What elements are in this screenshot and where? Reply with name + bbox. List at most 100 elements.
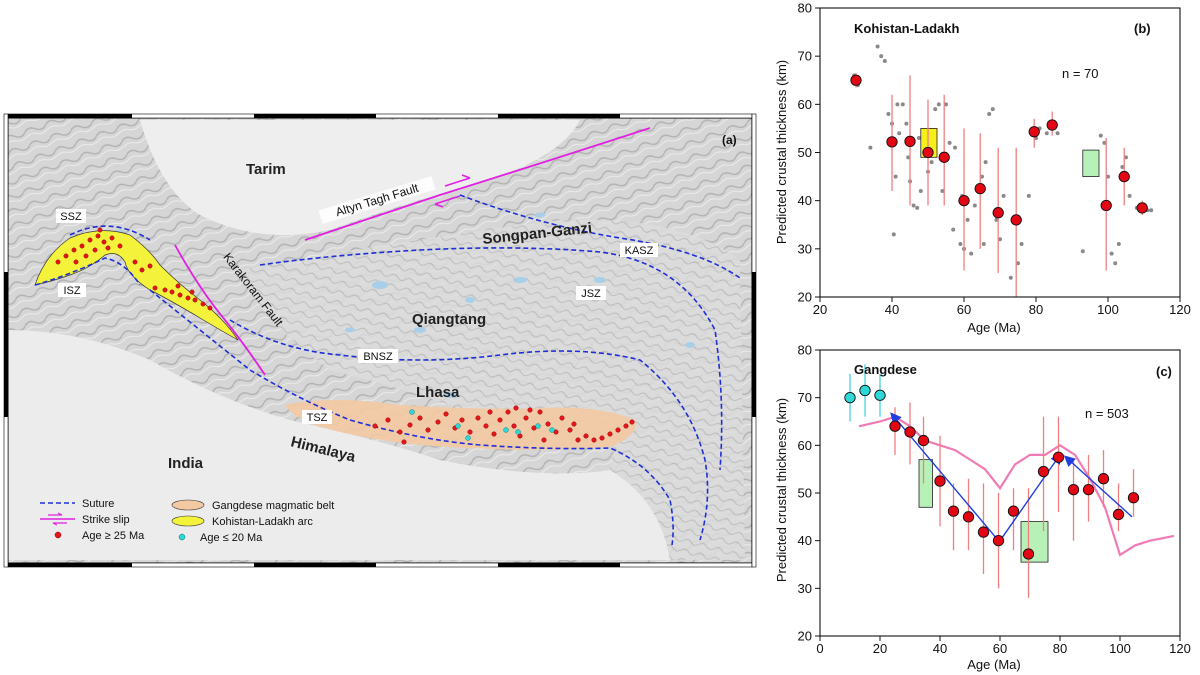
x-tick-label: 20 bbox=[813, 302, 827, 317]
x-tick-label: 0 bbox=[816, 641, 823, 656]
mean-point bbox=[938, 151, 950, 163]
y-tick-label: 80 bbox=[798, 1, 812, 16]
panel-label-a: (a) bbox=[722, 133, 737, 147]
y-tick-label: 20 bbox=[798, 629, 812, 644]
tibet-map: Tarim Songpan-Ganzi Qiangtang Lhasa Indi… bbox=[3, 113, 757, 568]
mean-point bbox=[1127, 492, 1140, 504]
x-tick-label: 120 bbox=[1169, 641, 1191, 656]
trend-arrow bbox=[999, 452, 1062, 542]
label-india: India bbox=[168, 455, 204, 472]
mean-point bbox=[1022, 548, 1035, 560]
plot-area-c: 0 20 40 60 80 100 120 20 30 40 50 60 70 80 bbox=[798, 343, 1191, 657]
mean-point bbox=[992, 207, 1004, 219]
sample-point bbox=[951, 227, 956, 232]
isz-suture bbox=[34, 257, 141, 286]
sample-point bbox=[915, 205, 920, 210]
label-lhasa: Lhasa bbox=[416, 384, 460, 401]
strike-slip-faults bbox=[174, 127, 651, 376]
sample-point bbox=[906, 155, 911, 160]
sample-point bbox=[969, 251, 974, 256]
mean-point bbox=[1082, 484, 1095, 496]
sample-point bbox=[933, 107, 938, 112]
sample-point bbox=[1106, 174, 1110, 179]
sample-point bbox=[1055, 131, 1060, 136]
y-tick-label: 70 bbox=[798, 390, 812, 405]
sample-point bbox=[1080, 249, 1085, 254]
svg-text:BNSZ: BNSZ bbox=[363, 351, 393, 363]
sample-point bbox=[868, 145, 873, 150]
range-box bbox=[918, 459, 933, 508]
y-tick-label: 40 bbox=[798, 533, 812, 548]
sample-point bbox=[1109, 251, 1114, 256]
svg-text:KASZ: KASZ bbox=[625, 245, 654, 257]
sample-point bbox=[1026, 193, 1031, 198]
india-plain bbox=[8, 330, 670, 560]
sample-point bbox=[879, 54, 884, 59]
sample-point bbox=[940, 189, 945, 194]
sample-point bbox=[936, 102, 941, 107]
chart-kohistan-ladakh: 20 40 60 80 100 120 20 30 40 50 60 70 80 Kohistan-La… bbox=[774, 1, 1191, 336]
y-tick-label: 30 bbox=[798, 241, 812, 256]
sample-point bbox=[1098, 133, 1103, 138]
sample-point bbox=[983, 160, 988, 165]
kasz-suture bbox=[459, 194, 741, 279]
mean-point bbox=[934, 475, 946, 487]
label-tarim: Tarim bbox=[246, 161, 286, 178]
mean-point bbox=[922, 146, 934, 159]
sample-point bbox=[1127, 193, 1132, 198]
mean-point bbox=[1118, 170, 1130, 183]
y-tick-label: 50 bbox=[798, 145, 812, 160]
legend-young-age-label: Age ≤ 20 Ma bbox=[200, 532, 263, 544]
mean-point bbox=[1067, 484, 1080, 496]
chart-b-panel-label: (b) bbox=[1134, 21, 1151, 36]
x-tick-label: 80 bbox=[1029, 302, 1043, 317]
mean-point bbox=[1037, 465, 1050, 478]
tarim-basin bbox=[140, 120, 580, 235]
mean-point bbox=[889, 420, 901, 432]
sample-point bbox=[1120, 164, 1125, 169]
mean-point bbox=[992, 535, 1005, 547]
y-tick-label: 40 bbox=[798, 193, 812, 208]
sample-point bbox=[1008, 275, 1013, 280]
y-tick-label: 60 bbox=[798, 438, 812, 453]
legend-kohistan-label: Kohistan-Ladakh arc bbox=[212, 516, 313, 528]
chart-c-xlabel: Age (Ma) bbox=[967, 657, 1020, 672]
x-tick-label: 120 bbox=[1169, 302, 1191, 317]
sample-point bbox=[911, 203, 916, 208]
mean-point bbox=[1028, 126, 1040, 138]
sample-point bbox=[893, 174, 898, 179]
plot-area-b: 20 40 60 80 100 120 20 30 40 50 60 70 80 bbox=[798, 1, 1191, 318]
jsz-suture bbox=[259, 247, 723, 471]
trend-arrow bbox=[1063, 455, 1133, 518]
sample-point bbox=[1102, 140, 1107, 145]
sample-point bbox=[972, 203, 977, 208]
sample-point bbox=[929, 160, 934, 165]
gangdese-old-dots bbox=[372, 405, 635, 445]
mean-point bbox=[1046, 119, 1058, 131]
range-box bbox=[1082, 149, 1100, 177]
legend-gangdese-symbol bbox=[171, 499, 205, 511]
young-age-dots bbox=[409, 409, 555, 441]
old-age-dots bbox=[55, 227, 213, 311]
karakoram-fault-line bbox=[174, 244, 266, 376]
sample-point bbox=[1044, 131, 1049, 136]
sample-point bbox=[980, 174, 984, 179]
altyn-tagh-fault-line bbox=[304, 127, 651, 241]
sample-point bbox=[1113, 261, 1118, 266]
legend-old-age-symbol bbox=[54, 531, 62, 539]
svg-text:ISZ: ISZ bbox=[63, 285, 80, 297]
sample-point bbox=[944, 102, 948, 107]
axes-frame bbox=[819, 7, 1181, 298]
sample-point bbox=[917, 136, 921, 141]
x-tick-label: 20 bbox=[873, 641, 887, 656]
young-mean-point bbox=[859, 384, 871, 397]
mean-point bbox=[958, 195, 970, 207]
himalaya-relief bbox=[150, 320, 615, 474]
chart-b-annotation: n = 70 bbox=[1062, 66, 1099, 81]
suture-label-bnsz: BNSZ bbox=[358, 349, 398, 363]
map-legend: Suture Strike slip Age ≥ 25 Ma Gangdese … bbox=[40, 498, 334, 544]
x-tick-label: 40 bbox=[885, 302, 899, 317]
sample-point bbox=[900, 102, 905, 107]
legend-kohistan-symbol bbox=[171, 515, 205, 527]
mean-point bbox=[974, 182, 986, 195]
